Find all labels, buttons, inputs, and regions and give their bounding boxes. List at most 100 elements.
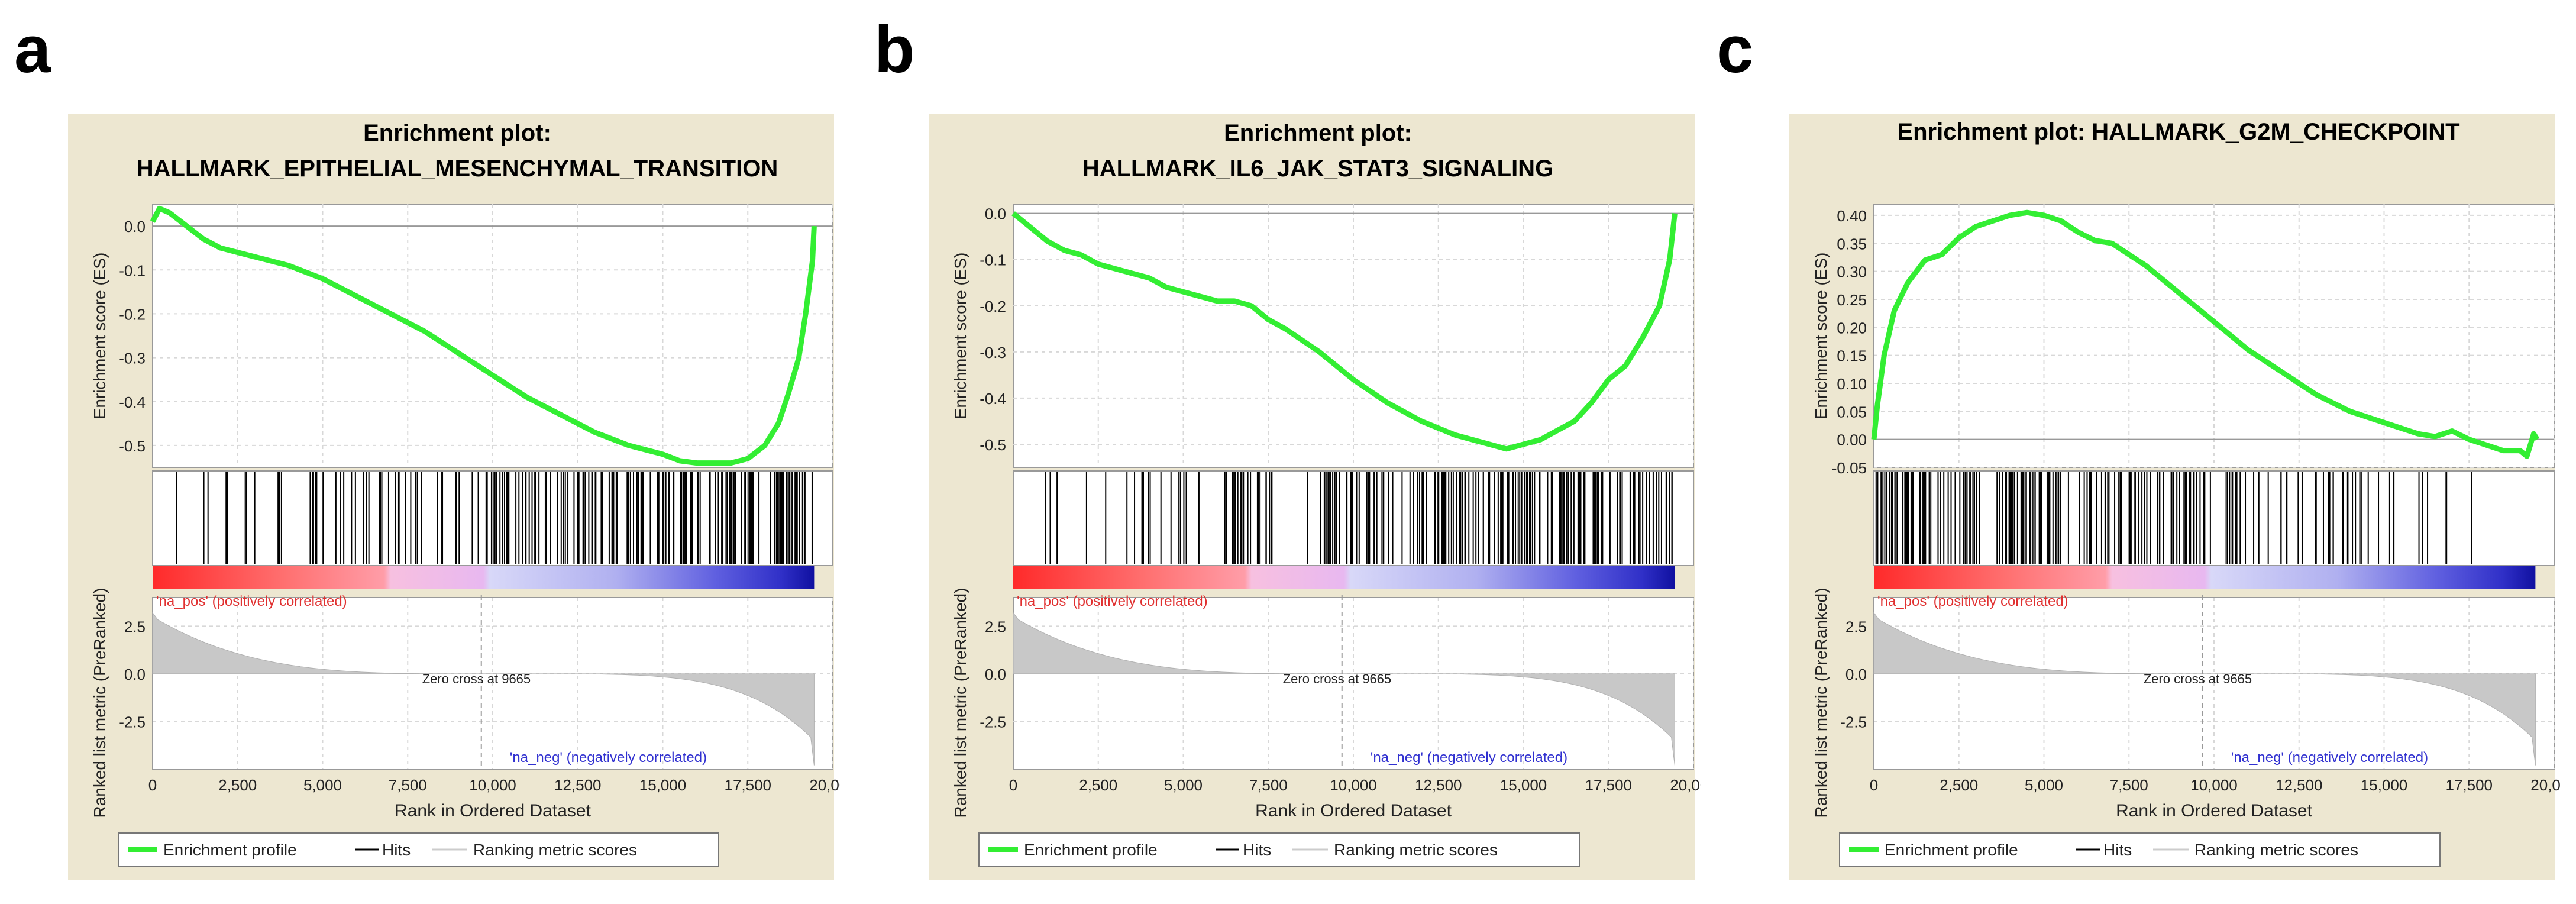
legend-label-metric: Ranking metric scores [473, 841, 637, 859]
es-y-tick-label: -0.4 [119, 393, 146, 411]
es-y-tick-label: 0.0 [124, 218, 146, 235]
enrichment-profile-line [1871, 209, 2540, 459]
es-y-tick-label: 0.00 [1837, 431, 1867, 449]
metric-y-axis-label: Ranked list metric (PreRanked) [951, 587, 969, 818]
chart-title-line: HALLMARK_EPITHELIAL_MESENCHYMAL_TRANSITI… [137, 156, 778, 182]
chart-title-line: Enrichment plot: [363, 120, 551, 146]
x-tick-label: 0 [1009, 776, 1017, 794]
x-tick-label: 7,500 [1249, 776, 1288, 794]
positive-correlation-label: 'na_pos' (positively correlated) [156, 593, 347, 609]
es-y-tick-label: 0.40 [1837, 207, 1867, 225]
x-tick-label: 12,500 [1415, 776, 1462, 794]
es-y-tick-label: 0.35 [1837, 235, 1867, 253]
legend-label-hits: Hits [1243, 841, 1271, 859]
metric-y-axis-label: Ranked list metric (PreRanked) [91, 587, 109, 818]
es-y-tick-label: -0.4 [980, 390, 1006, 408]
es-y-tick-label: 0.10 [1837, 375, 1867, 393]
x-tick-label: 12,500 [554, 776, 602, 794]
legend-label-hits: Hits [382, 841, 411, 859]
x-tick-label: 12,500 [2276, 776, 2323, 794]
es-y-tick-label: -0.1 [119, 261, 146, 279]
chart-title-line: HALLMARK_IL6_JAK_STAT3_SIGNALING [1082, 156, 1553, 182]
es-y-tick-label: 0.30 [1837, 263, 1867, 281]
es-y-tick-label: -0.05 [1832, 459, 1867, 477]
zero-cross-label: Zero cross at 9665 [422, 671, 531, 686]
x-tick-label: 15,000 [639, 776, 687, 794]
x-tick-label: 10,000 [1330, 776, 1377, 794]
ranking-heatmap-bar [1013, 566, 1675, 589]
metric-y-tick-label: 0.0 [1845, 666, 1867, 683]
es-plot-area [152, 204, 833, 468]
negative-correlation-label: 'na_neg' (negatively correlated) [510, 750, 707, 766]
enrichment-profile-line [150, 205, 817, 466]
x-tick-label: 17,500 [2445, 776, 2493, 794]
metric-y-axis-label: Ranked list metric (PreRanked) [1812, 587, 1830, 818]
negative-correlation-label: 'na_neg' (negatively correlated) [1371, 750, 1567, 766]
positive-correlation-label: 'na_pos' (positively correlated) [1017, 593, 1208, 609]
x-axis-label: Rank in Ordered Dataset [1255, 801, 1452, 821]
es-y-axis-label: Enrichment score (ES) [1812, 253, 1830, 419]
es-y-tick-label: 0.20 [1837, 319, 1867, 337]
es-y-axis-label: Enrichment score (ES) [951, 253, 969, 419]
legend-label-enrichment: Enrichment profile [1885, 841, 2018, 859]
x-tick-label: 5,000 [2025, 776, 2063, 794]
ranking-metric-area [152, 612, 815, 766]
panel-letter-b: b [874, 12, 915, 86]
panel-letter-c: c [1717, 12, 1754, 86]
es-y-tick-label: 0.25 [1837, 291, 1867, 309]
x-axis-label: Rank in Ordered Dataset [395, 801, 591, 821]
chart-title-line: Enrichment plot: [1224, 120, 1412, 146]
legend-box [978, 832, 1580, 867]
es-plot-area [1013, 204, 1694, 468]
x-tick-label: 20,000 [2530, 776, 2561, 794]
ranking-metric-area [1873, 612, 2536, 766]
hits-plot-area [1873, 470, 2555, 566]
ranking-metric-area [1013, 612, 1675, 766]
es-y-axis-label: Enrichment score (ES) [91, 253, 109, 419]
x-tick-label: 15,000 [2361, 776, 2408, 794]
es-y-tick-label: 0.05 [1837, 403, 1867, 421]
x-axis-label: Rank in Ordered Dataset [2116, 801, 2312, 821]
x-tick-label: 20,000 [809, 776, 840, 794]
x-tick-label: 5,000 [303, 776, 342, 794]
x-tick-label: 5,000 [1164, 776, 1203, 794]
legend-box [118, 832, 719, 867]
gsea-chart-emt: Enrichment plot: HALLMARK_EPITHELIAL_MESE… [68, 114, 840, 880]
x-tick-label: 0 [1870, 776, 1878, 794]
zero-cross-label: Zero cross at 9665 [1283, 671, 1391, 686]
x-tick-label: 2,500 [1940, 776, 1978, 794]
metric-y-tick-label: -2.5 [119, 713, 146, 731]
x-tick-label: 2,500 [1079, 776, 1117, 794]
x-tick-label: 15,000 [1500, 776, 1547, 794]
es-y-tick-label: 0.0 [985, 205, 1006, 223]
x-tick-label: 10,000 [469, 776, 516, 794]
ranking-heatmap-bar [1874, 566, 2536, 589]
zero-cross-label: Zero cross at 9665 [2144, 671, 2252, 686]
legend-label-metric: Ranking metric scores [1334, 841, 1498, 859]
x-tick-label: 20,000 [1670, 776, 1701, 794]
es-y-tick-label: 0.15 [1837, 347, 1867, 365]
gsea-chart-il6: Enrichment plot: HALLMARK_IL6_JAK_STAT3_S… [929, 114, 1701, 880]
x-tick-label: 0 [148, 776, 157, 794]
metric-y-tick-label: -2.5 [1840, 713, 1867, 731]
legend-label-enrichment: Enrichment profile [1024, 841, 1158, 859]
es-y-tick-label: -0.1 [980, 251, 1006, 269]
metric-y-tick-label: 2.5 [1845, 618, 1867, 635]
es-y-tick-label: -0.2 [119, 305, 146, 323]
es-y-tick-label: -0.5 [980, 436, 1006, 454]
gsea-chart-g2m: Enrichment plot: HALLMARK_G2M_CHECKPOINT… [1789, 114, 2561, 880]
legend-box [1839, 832, 2441, 867]
es-y-tick-label: -0.5 [119, 437, 146, 455]
enrichment-profile-line [1011, 211, 1678, 452]
chart-title-line: Enrichment plot: HALLMARK_G2M_CHECKPOINT [1897, 119, 2459, 145]
es-y-tick-label: -0.3 [119, 350, 146, 367]
es-y-tick-label: -0.2 [980, 298, 1006, 315]
x-tick-label: 10,000 [2190, 776, 2238, 794]
positive-correlation-label: 'na_pos' (positively correlated) [1877, 593, 2068, 609]
legend-label-enrichment: Enrichment profile [163, 841, 297, 859]
metric-y-tick-label: -2.5 [980, 713, 1006, 731]
negative-correlation-label: 'na_neg' (negatively correlated) [2231, 750, 2428, 766]
x-tick-label: 7,500 [2110, 776, 2148, 794]
metric-y-tick-label: 0.0 [985, 666, 1006, 683]
metric-y-tick-label: 2.5 [985, 618, 1006, 635]
